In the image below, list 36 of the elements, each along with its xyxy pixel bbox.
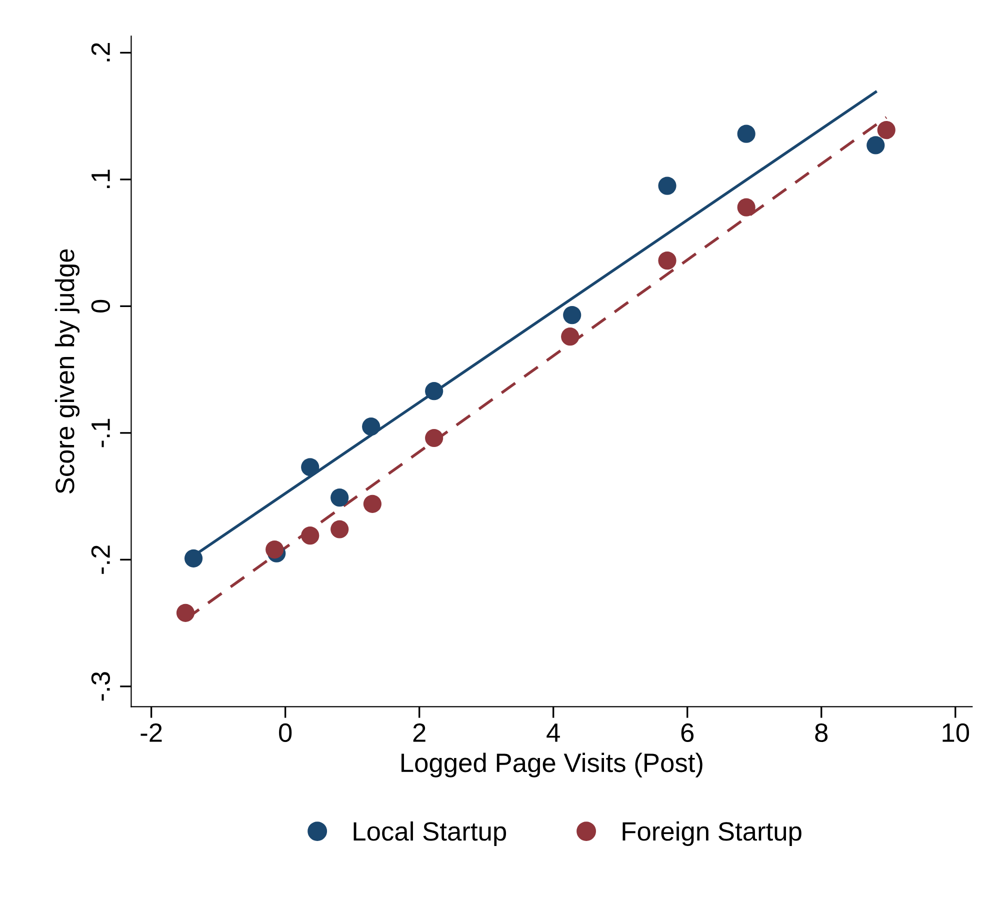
x-tick-label: 0 [279,723,292,742]
y-tick-label: -.1 [92,418,110,448]
x-tick-label: 8 [815,723,828,742]
legend-label: Foreign Startup [622,821,802,846]
x-tick-label: -2 [140,723,162,742]
point [425,428,444,448]
y-axis-title: Score given by judge [54,249,80,494]
point [301,458,320,476]
point [737,124,756,143]
point [866,136,885,154]
point [176,604,195,622]
point [266,540,284,559]
point [877,120,896,140]
point [362,418,380,436]
x-tick-label: 2 [413,723,426,742]
legend-label: Local Startup [354,821,506,846]
point [563,306,582,324]
point [658,252,676,270]
point [330,520,349,538]
y-tick-label: 0 [91,300,110,312]
point [737,198,756,216]
x-tick-label: 10 [942,723,970,742]
point [184,549,203,568]
point [658,176,676,195]
y-tick-label: .2 [91,43,110,62]
x-axis-title: Logged Page Visits (Post) [402,752,702,778]
point [301,526,320,545]
point [330,488,349,507]
x-tick-label: 4 [546,724,560,742]
point [425,382,444,400]
y-tick-label: -.2 [91,546,110,574]
y-tick-label: -.3 [91,672,110,701]
y-tick-label: .1 [92,170,110,188]
point [561,328,580,346]
point [363,494,382,513]
x-tick-label: 6 [681,723,694,742]
